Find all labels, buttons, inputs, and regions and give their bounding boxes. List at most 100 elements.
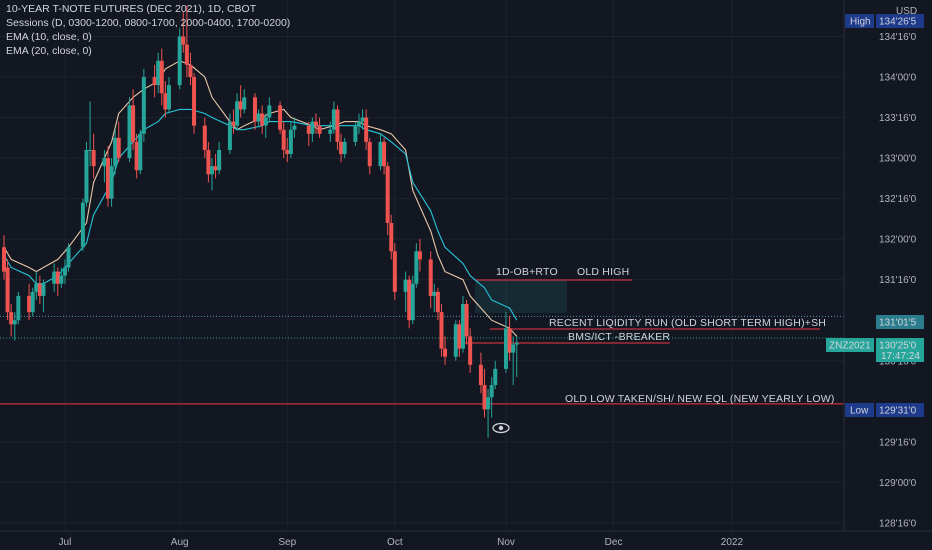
old-high-label[interactable]: OLD HIGH [577,266,629,278]
candle[interactable] [378,133,383,171]
candle[interactable] [91,133,96,179]
candle[interactable] [417,239,422,272]
candle[interactable] [317,117,322,138]
candle[interactable] [364,109,369,150]
candle[interactable] [460,295,465,353]
candle[interactable] [464,299,469,345]
indicator-ema20[interactable]: EMA (20, close, 0) [6,45,92,57]
candle[interactable] [356,113,361,134]
candle[interactable] [30,287,35,317]
candle[interactable] [288,121,293,159]
eye-icon[interactable] [492,422,510,434]
candle[interactable] [37,275,42,305]
candle[interactable] [177,28,182,90]
candle[interactable] [27,283,32,321]
candle[interactable] [235,93,240,130]
candle[interactable] [342,137,347,159]
candle[interactable] [428,251,433,309]
candle[interactable] [217,141,222,175]
candle[interactable] [242,89,247,114]
candle[interactable] [109,158,114,207]
candle[interactable] [407,275,412,329]
candle[interactable] [231,109,236,134]
candle[interactable] [80,198,85,252]
candle[interactable] [278,101,283,134]
breaker-label[interactable]: BMS/ICT -BREAKER [568,331,670,343]
candle[interactable] [403,271,408,313]
candle[interactable] [313,113,318,134]
candle[interactable] [256,109,261,126]
candle[interactable] [105,145,110,207]
candle[interactable] [339,133,344,163]
candle[interactable] [457,320,462,357]
candle[interactable] [52,263,57,292]
candle[interactable] [392,243,397,300]
candle[interactable] [504,312,508,373]
candle[interactable] [432,283,437,313]
candle[interactable] [267,97,272,122]
candle[interactable] [9,304,14,337]
candle[interactable] [385,162,390,236]
candle[interactable] [263,113,268,138]
candle[interactable] [285,137,290,163]
candle[interactable] [206,141,211,183]
ob-rto-label[interactable]: 1D-OB+RTO [496,266,558,278]
candle[interactable] [2,235,6,280]
candle[interactable] [331,101,336,134]
candle[interactable] [116,121,121,163]
candle[interactable] [113,129,118,175]
candle[interactable] [184,5,189,78]
candle[interactable] [192,72,197,134]
candle[interactable] [163,81,168,118]
candle[interactable] [511,336,516,386]
liquidity-run-label[interactable]: RECENT LIQIDITY RUN (OLD SHORT TERM HIGH… [549,317,826,329]
candle[interactable] [260,105,265,134]
candle[interactable] [306,121,311,146]
candle[interactable] [134,133,139,179]
candle[interactable] [209,158,214,191]
candle[interactable] [360,109,365,130]
indicator-ema10[interactable]: EMA (10, close, 0) [6,31,92,43]
old-low-label[interactable]: OLD LOW TAKEN/SH/ NEW EQL (NEW YEARLY LO… [565,393,835,405]
candle[interactable] [156,52,161,94]
candle[interactable] [486,389,491,438]
candle[interactable] [202,117,207,159]
candle[interactable] [127,97,132,163]
candle[interactable] [159,48,164,106]
candle[interactable] [335,105,340,150]
time-axis[interactable]: Jul Aug Sep Oct Nov Dec 2022 [59,537,744,548]
candle[interactable] [292,117,297,138]
candle[interactable] [478,352,483,394]
candle[interactable] [453,320,458,361]
candle[interactable] [281,121,286,159]
candle[interactable] [227,113,232,155]
candle[interactable] [102,149,107,183]
candle[interactable] [16,291,21,325]
chart-title[interactable]: 10-YEAR T-NOTE FUTURES (DEC 2021), 1D, C… [6,3,257,15]
candle[interactable] [310,117,315,142]
candle[interactable] [367,137,372,175]
candle[interactable] [166,77,171,114]
candle[interactable] [181,12,186,53]
candle[interactable] [507,316,512,361]
candle[interactable] [12,312,17,341]
candle[interactable] [141,68,146,142]
candle[interactable] [253,93,257,130]
candle[interactable] [238,85,243,118]
candle[interactable] [138,129,143,175]
candle[interactable] [353,121,358,146]
indicator-sessions[interactable]: Sessions (D, 0300-1200, 0800-1700, 2000-… [6,17,291,29]
candle[interactable] [489,376,494,418]
candle[interactable] [389,214,394,260]
candle[interactable] [410,275,415,325]
candle[interactable] [468,328,473,373]
candles-layer[interactable] [2,5,519,438]
candle[interactable] [482,368,487,418]
candle[interactable] [66,243,71,272]
candle[interactable] [328,121,333,142]
candle[interactable] [493,360,498,390]
candle[interactable] [414,243,419,288]
candle[interactable] [34,271,39,300]
candle[interactable] [55,267,60,296]
candle[interactable] [59,267,64,288]
